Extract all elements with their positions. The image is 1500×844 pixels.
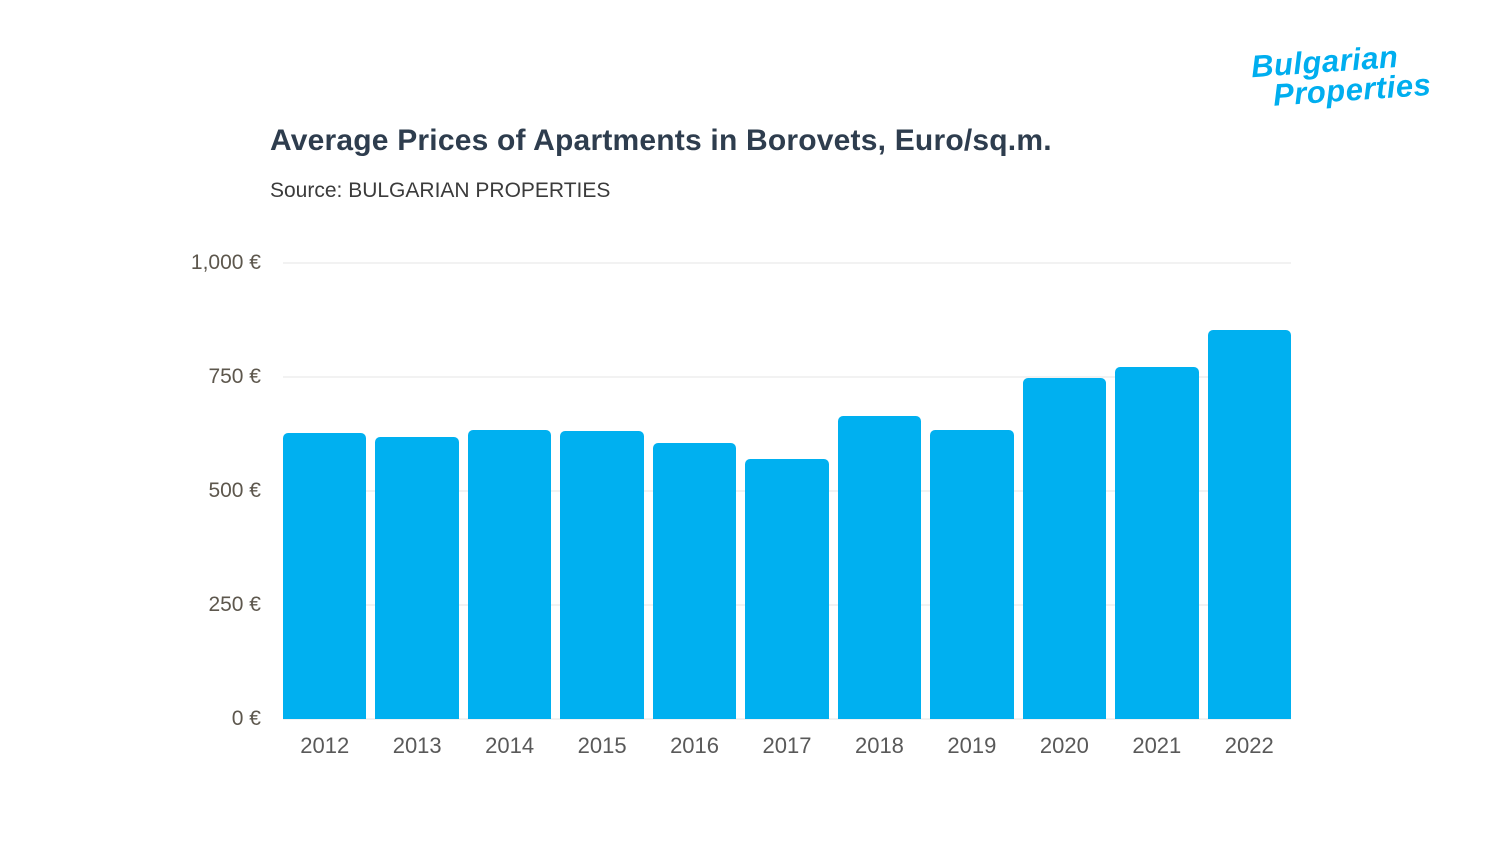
bar-slot <box>375 263 459 719</box>
y-axis-tick-label: 0 € <box>231 707 261 730</box>
bar-2015 <box>560 430 644 719</box>
x-axis-tick-label: 2018 <box>854 733 904 758</box>
x-axis-tick-label: 2012 <box>300 733 350 758</box>
bar-2018 <box>837 416 922 719</box>
bar-slot <box>560 263 644 719</box>
x-axis-tick-label: 2017 <box>762 733 812 758</box>
chart-title: Average Prices of Apartments in Borovets… <box>270 124 1052 157</box>
bar-2017 <box>745 458 829 719</box>
bar-2014 <box>467 429 552 719</box>
bar-2013 <box>375 437 459 719</box>
bar-slot <box>837 263 922 719</box>
bar-2020 <box>1022 378 1107 719</box>
bar-2019 <box>930 429 1014 719</box>
gridline <box>283 718 1291 720</box>
bar-slot <box>283 263 367 719</box>
x-axis-tick-label: 2013 <box>392 733 442 758</box>
bar-slot <box>467 263 552 719</box>
bulgarian-properties-logo: Bulgarian Properties <box>1250 39 1433 114</box>
x-axis-tick-label: 2022 <box>1224 733 1274 758</box>
y-axis-tick-label: 500 € <box>208 479 261 502</box>
bar-slot <box>1115 263 1199 719</box>
y-axis-tick-label: 750 € <box>208 365 261 388</box>
y-axis: 0 € 250 € 500 € 750 € 1,000 € <box>173 251 283 730</box>
x-axis-tick-label: 2016 <box>670 733 720 758</box>
chart-source: Source: BULGARIAN PROPERTIES <box>270 179 611 202</box>
bars <box>283 263 1291 719</box>
bar-slot <box>745 263 829 719</box>
gridline <box>283 262 1291 264</box>
x-axis-tick-label: 2014 <box>485 733 535 758</box>
x-axis-tick-label: 2021 <box>1132 733 1182 758</box>
x-axis-tick-label: 2019 <box>947 733 997 758</box>
bar-2012 <box>283 432 367 719</box>
bar-2021 <box>1115 367 1199 719</box>
bar-2016 <box>652 442 737 719</box>
gridline <box>283 376 1291 378</box>
bar-slot <box>930 263 1014 719</box>
logo-line-2: Properties <box>1271 67 1433 114</box>
x-axis-tick-label: 2015 <box>577 733 627 758</box>
bar-chart: 0 €250 €500 €750 €1,000 € 2012 2013 2014 20… <box>191 251 1291 758</box>
bar-2022 <box>1207 330 1291 719</box>
plot-area <box>283 262 1291 720</box>
bar-slot <box>1022 263 1107 719</box>
x-axis: 2012 2013 2014 2015 2016 2017 2018 2019 2020 2021… <box>283 733 1291 759</box>
y-axis-tick-label: 1,000 € <box>190 251 261 274</box>
y-axis-tick-label: 250 € <box>208 593 261 616</box>
bar-slot <box>1207 263 1291 719</box>
x-axis-tick-label: 2020 <box>1039 733 1089 758</box>
bar-slot <box>652 263 737 719</box>
